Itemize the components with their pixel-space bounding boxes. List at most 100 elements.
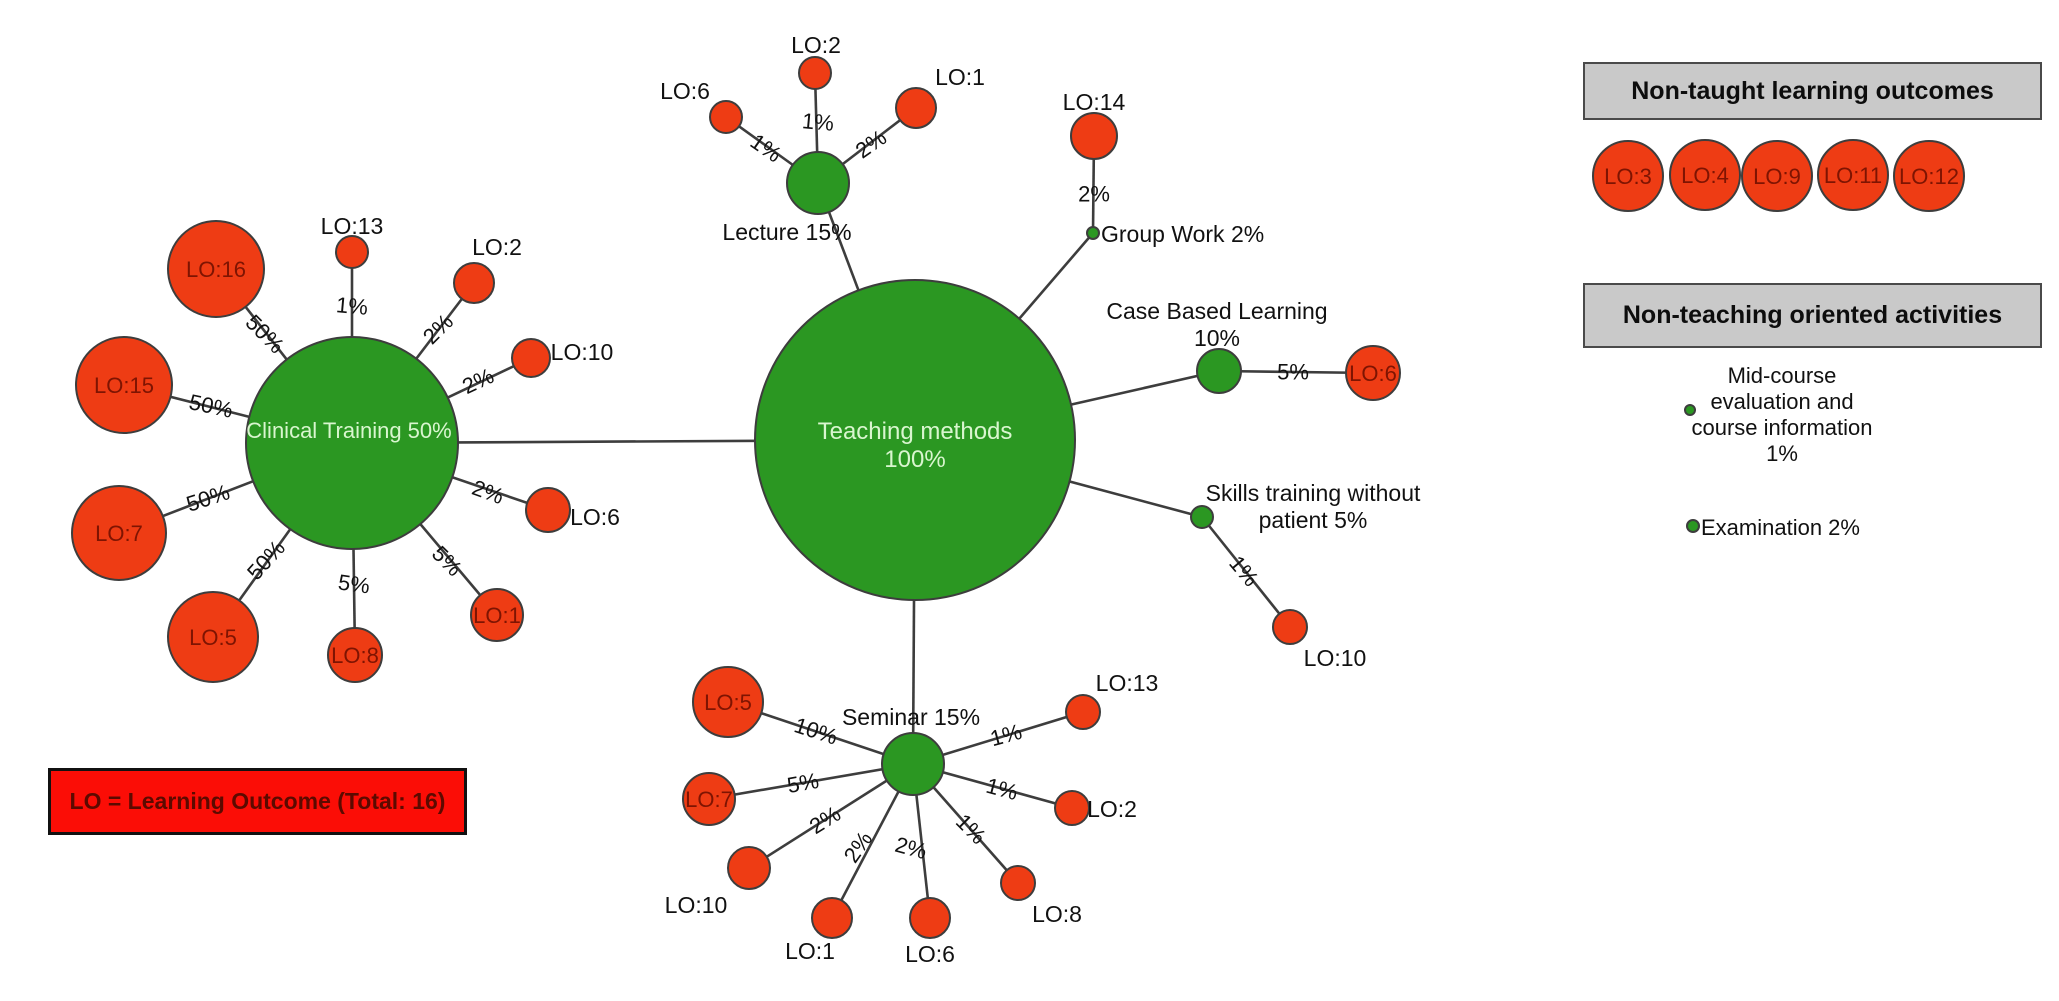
outcome-node-lo8-clinical: [327, 627, 383, 683]
label-lo16-clinical: LO:16: [186, 257, 246, 282]
edge-label-clinical-training--lo2-clinical: 2%: [418, 309, 458, 349]
outcome-node-lo5-seminar: [692, 666, 764, 738]
node-labels: Teaching methods 100% Clinical Training 50…: [94, 32, 1421, 967]
legend-item-mid-course-evaluation: Mid-course evaluation and course informati…: [1692, 363, 1873, 466]
legend-non-teaching-header: Non-teaching oriented activities: [1583, 283, 2042, 348]
method-node-group-work: [1086, 226, 1100, 240]
label-lo6-seminar: LO:6: [905, 941, 955, 967]
edge-label-seminar--lo5-seminar: 10%: [791, 712, 841, 749]
outcome-node-lo16-clinical: [167, 220, 265, 318]
edge-label-clinical-training--lo6-clinical: 2%: [469, 475, 507, 509]
legend-outcome-circle-LO:9: [1741, 140, 1813, 212]
label-lo5-seminar: LO:5: [704, 690, 752, 715]
edge-label-seminar--lo7-seminar: 5%: [785, 768, 821, 798]
label-lo13-clinical: LO:13: [321, 213, 384, 239]
method-node-lecture: [786, 151, 850, 215]
outcome-node-lo8-seminar: [1000, 865, 1036, 901]
edge-label-clinical-training--lo15-clinical: 50%: [187, 389, 235, 423]
outcome-node-lo5-clinical: [167, 591, 259, 683]
outcome-node-lo2-seminar: [1054, 790, 1090, 826]
label-lo6-clinical: LO:6: [570, 504, 620, 530]
edge-label-group-work--lo14-group-work: 2%: [1078, 182, 1110, 207]
edge-label-clinical-training--lo1-clinical: 5%: [427, 541, 467, 581]
label-lo10-seminar: LO:10: [665, 892, 728, 918]
edge-label-seminar--lo1-seminar: 2%: [839, 827, 878, 867]
outcome-node-lo10-seminar: [727, 846, 771, 890]
label-lo6-lecture: LO:6: [660, 78, 710, 104]
label-lo15-clinical: LO:15: [94, 373, 154, 398]
outcome-node-lo10-clinical: [511, 338, 551, 378]
label-lo13-seminar: LO:13: [1096, 670, 1159, 696]
label-lecture: Lecture 15%: [722, 219, 851, 245]
label-teaching-methods: Teaching methods 100%: [818, 418, 1013, 473]
label-lo10-clinical: LO:10: [551, 339, 614, 365]
outcome-node-lo6-lecture: [709, 100, 743, 134]
legend-dot-mid-course-evaluation: [1684, 404, 1696, 416]
outcome-node-lo1-clinical: [470, 588, 524, 642]
label-lo2-lecture: LO:2: [791, 32, 841, 58]
legend-outcome-circle-LO:4: [1669, 139, 1741, 211]
outcome-node-lo7-clinical: [71, 485, 167, 581]
legend-item-examination: Examination 2%: [1701, 515, 1860, 540]
label-group-work: Group Work 2%: [1101, 221, 1264, 247]
label-lo7-seminar: LO:7: [685, 787, 733, 812]
label-clinical-training: Clinical Training 50%: [246, 418, 451, 443]
edge-label-clinical-training--lo5-clinical: 50%: [242, 535, 290, 584]
method-node-teaching-methods: [754, 279, 1076, 601]
edge-skills-training--lo10-skills: [1200, 516, 1292, 628]
edge-label-seminar--lo2-seminar: 1%: [983, 773, 1020, 805]
legend-outcome-circle-LO:11: [1817, 139, 1889, 211]
learning-outcome-note: LO = Learning Outcome (Total: 16): [48, 768, 467, 835]
legend-non-taught-header: Non-taught learning outcomes: [1583, 62, 2042, 120]
edge-label-clinical-training--lo13-clinical: 1%: [335, 292, 369, 320]
legend-outcome-label-LO:12: LO:12: [1899, 164, 1959, 189]
label-lo8-clinical: LO:8: [331, 643, 379, 668]
outcome-node-lo10-skills: [1272, 609, 1308, 645]
label-lo1-seminar: LO:1: [785, 938, 835, 964]
label-lo1-clinical: LO:1: [473, 603, 521, 628]
label-skills-training: Skills training without patient 5%: [1206, 480, 1421, 533]
legend-graphics: LO:3 LO:4 LO:9 LO:11 LO:12 Mid-course evaluati…: [1592, 139, 1965, 540]
method-node-seminar: [881, 732, 945, 796]
outcome-node-lo14-group-work: [1070, 112, 1118, 160]
method-node-clinical-training: [245, 336, 459, 550]
edge-label-seminar--lo6-seminar: 2%: [892, 832, 929, 864]
outcome-node-lo13-seminar: [1065, 694, 1101, 730]
legend-outcome-circle-LO:12: [1893, 140, 1965, 212]
label-case-based-learning: Case Based Learning 10%: [1106, 298, 1327, 351]
label-lo14-group-work: LO:14: [1063, 89, 1126, 115]
edge-label-clinical-training--lo16-clinical: 50%: [241, 310, 290, 359]
label-seminar: Seminar 15%: [842, 704, 980, 730]
edge-label-lecture--lo2-lecture: 1%: [801, 108, 835, 136]
legend-outcome-label-LO:4: LO:4: [1681, 163, 1729, 188]
legend-outcome-label-LO:9: LO:9: [1753, 164, 1801, 189]
outcome-node-lo2-lecture: [798, 56, 832, 90]
outcome-node-lo7-seminar: [682, 772, 736, 826]
outcome-node-lo15-clinical: [75, 336, 173, 434]
legend-non-taught-title: Non-taught learning outcomes: [1631, 76, 1994, 105]
label-lo7-clinical: LO:7: [95, 521, 143, 546]
edge-seminar--lo7-seminar: [708, 762, 914, 801]
method-node-case-based-learning: [1196, 348, 1242, 394]
outcome-node-lo13-clinical: [335, 235, 369, 269]
outcome-node-lo6-seminar: [909, 897, 951, 939]
edge-label-seminar--lo13-seminar: 1%: [987, 719, 1024, 751]
edge-label-case-based-learning--lo6-case-based: 5%: [1277, 360, 1309, 385]
legend-outcome-label-LO:11: LO:11: [1824, 163, 1882, 188]
edge-label-clinical-training--lo10-clinical: 2%: [458, 363, 497, 399]
nodes: [71, 56, 1401, 939]
edge-label-clinical-training--lo8-clinical: 5%: [337, 569, 372, 598]
outcome-node-lo1-lecture: [895, 87, 937, 129]
label-lo2-seminar: LO:2: [1087, 796, 1137, 822]
outcome-node-lo1-seminar: [811, 897, 853, 939]
label-lo5-clinical: LO:5: [189, 625, 237, 650]
legend-non-teaching-title: Non-teaching oriented activities: [1622, 301, 2003, 329]
edge-seminar--lo10-seminar: [748, 762, 914, 870]
method-node-skills-training: [1190, 505, 1214, 529]
label-lo1-lecture: LO:1: [935, 64, 985, 90]
edge-label-seminar--lo10-seminar: 2%: [805, 801, 845, 839]
label-lo6-case-based: LO:6: [1349, 361, 1397, 386]
legend-outcome-label-LO:3: LO:3: [1604, 164, 1652, 189]
